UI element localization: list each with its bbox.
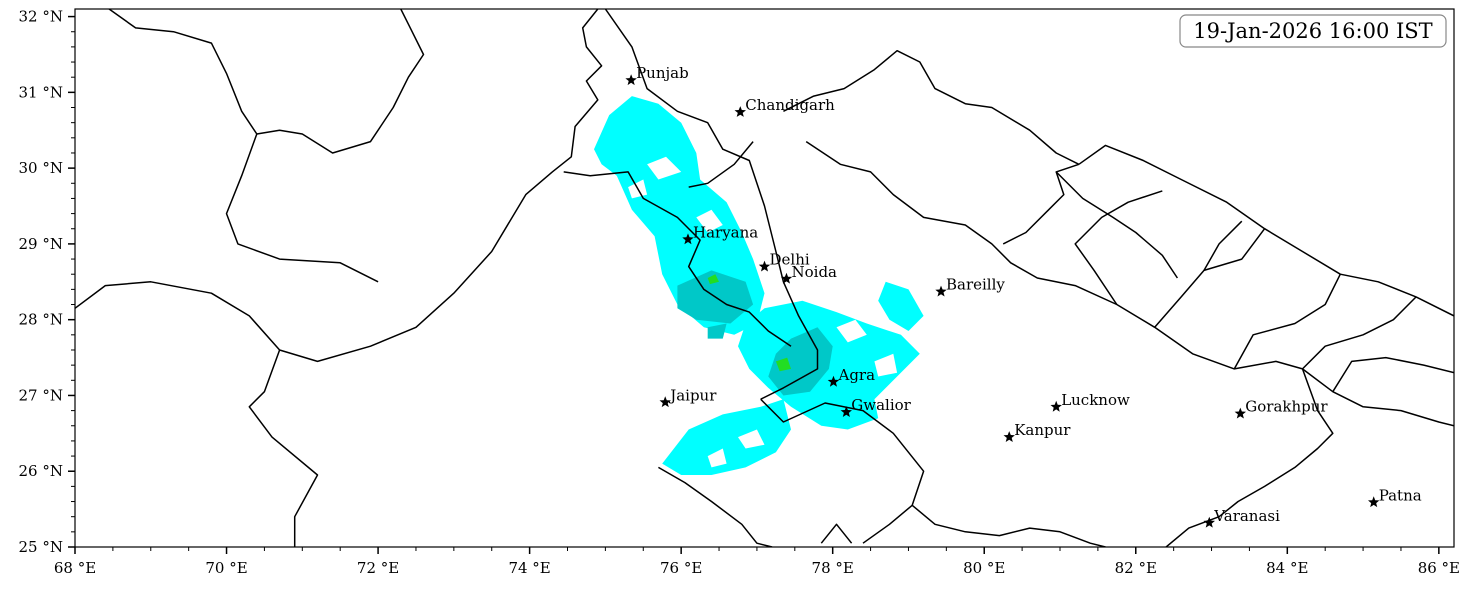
y-tick-label: 28 °N xyxy=(19,311,63,329)
timestamp-box: 19-Jan-2026 16:00 IST xyxy=(1179,14,1447,48)
boundary-line xyxy=(820,523,853,544)
state-boundaries xyxy=(75,9,1454,547)
precip-gap xyxy=(874,353,898,377)
city-star-icon xyxy=(625,74,637,86)
city-label: Lucknow xyxy=(1061,391,1130,409)
city-label: Bareilly xyxy=(946,276,1005,294)
precip-gap xyxy=(696,209,723,233)
heavy-precip-area xyxy=(775,357,791,372)
y-tick-label: 31 °N xyxy=(19,83,63,101)
city-label: Punjab xyxy=(636,64,689,82)
heavy-precip-area xyxy=(707,274,719,285)
boundary-line xyxy=(1165,368,1334,547)
boundary-line xyxy=(1332,356,1454,393)
x-tick-label: 72 °E xyxy=(357,559,399,577)
light-precip-area xyxy=(662,399,791,475)
city-star-icon xyxy=(935,285,947,297)
city-label: Jaipur xyxy=(668,386,717,404)
boundary-line xyxy=(783,49,1080,165)
boundary-line xyxy=(75,9,603,363)
city-star-icon xyxy=(1003,431,1015,442)
city-label: Haryana xyxy=(693,223,758,241)
y-tick-label: 30 °N xyxy=(19,159,63,177)
x-tick-label: 74 °E xyxy=(508,559,550,577)
precip-gap xyxy=(836,319,867,343)
y-tick-label: 32 °N xyxy=(19,8,63,26)
city-label: Delhi xyxy=(770,251,810,269)
boundary-line xyxy=(248,349,319,547)
precip-gap xyxy=(647,156,682,180)
plot-frame xyxy=(74,8,1455,548)
city-star-icon xyxy=(659,396,671,408)
precip-gap xyxy=(730,361,746,381)
city-star-icon xyxy=(1050,400,1062,412)
y-tick-label: 26 °N xyxy=(19,462,63,480)
city-star-icon xyxy=(840,406,852,417)
x-tick-label: 70 °E xyxy=(205,559,247,577)
city-star-icon xyxy=(1234,407,1246,419)
x-tick-label: 78 °E xyxy=(812,559,854,577)
city-star-icon xyxy=(734,106,746,117)
boundary-line xyxy=(658,466,773,547)
city-label: Patna xyxy=(1379,486,1422,504)
boundary-line xyxy=(688,141,754,188)
city-label: Gwalior xyxy=(851,396,911,414)
city-label: Noida xyxy=(792,263,838,281)
city-label: Kanpur xyxy=(1014,421,1071,439)
moderate-precip-area xyxy=(707,323,727,339)
x-tick-label: 80 °E xyxy=(963,559,1005,577)
x-tick-label: 82 °E xyxy=(1115,559,1157,577)
y-tick-label: 25 °N xyxy=(19,538,63,556)
boundary-line xyxy=(563,171,792,347)
boundary-line xyxy=(1055,171,1179,279)
city-label: Gorakhpur xyxy=(1245,398,1328,416)
city-star-icon xyxy=(780,272,793,284)
city-star-icon xyxy=(758,260,771,272)
city-star-icon xyxy=(1203,516,1215,528)
x-tick-label: 86 °E xyxy=(1418,559,1460,577)
boundary-line xyxy=(760,398,925,544)
axis-ticks: 68 °E 70 °E 72 °E 74 °E 76 °E 78 °E 80 °E 82 °E… xyxy=(19,8,1460,577)
boundary-line xyxy=(1203,220,1243,271)
y-tick-label: 27 °N xyxy=(19,386,63,404)
precip-gap xyxy=(707,448,727,468)
x-tick-label: 84 °E xyxy=(1266,559,1308,577)
city-label: Varanasi xyxy=(1213,507,1280,525)
boundary-line xyxy=(1233,273,1341,370)
city-label: Chandigarh xyxy=(745,96,835,114)
y-tick-label: 29 °N xyxy=(19,235,63,253)
boundary-line xyxy=(911,504,1106,547)
boundary-line xyxy=(1301,296,1417,370)
precip-gap xyxy=(738,429,765,449)
timestamp-label: 19-Jan-2026 16:00 IST xyxy=(1193,19,1432,43)
moderate-precip-area xyxy=(768,327,833,396)
city-label: Agra xyxy=(838,366,876,384)
light-precip-area xyxy=(878,281,924,331)
boundary-line xyxy=(256,9,425,154)
boundary-line xyxy=(1002,163,1080,245)
x-tick-label: 76 °E xyxy=(660,559,702,577)
x-tick-label: 68 °E xyxy=(54,559,96,577)
boundary-line xyxy=(604,9,819,400)
city-star-icon xyxy=(682,233,694,245)
city-star-icon xyxy=(1368,496,1380,508)
city-star-icon xyxy=(827,375,840,387)
precipitation-field xyxy=(594,96,924,475)
boundary-line xyxy=(1074,190,1163,305)
